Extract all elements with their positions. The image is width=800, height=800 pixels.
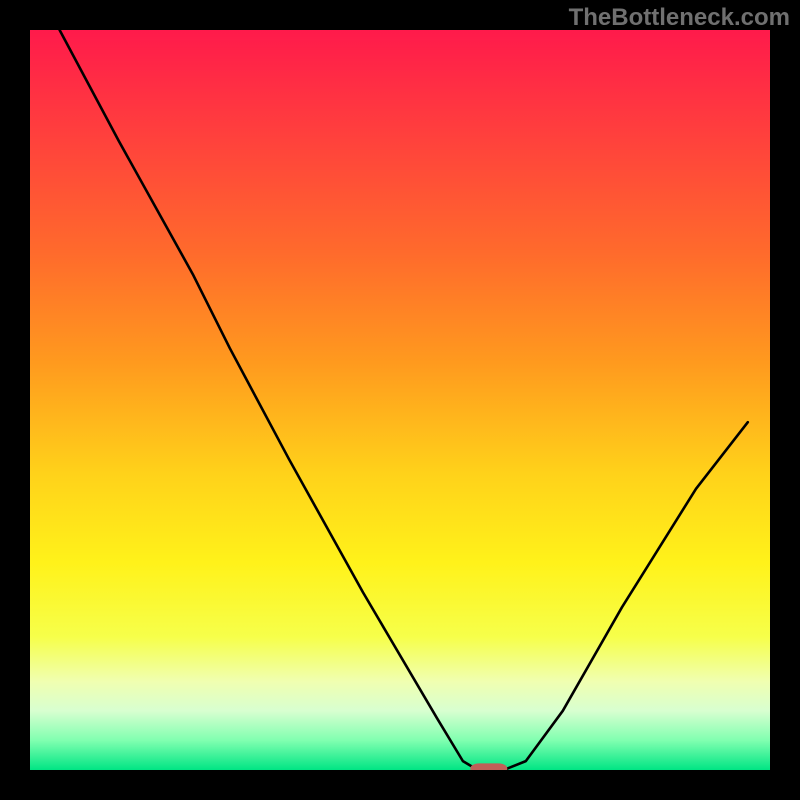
bottleneck-chart: TheBottleneck.com <box>0 0 800 800</box>
chart-background <box>30 30 770 770</box>
chart-svg <box>0 0 800 800</box>
